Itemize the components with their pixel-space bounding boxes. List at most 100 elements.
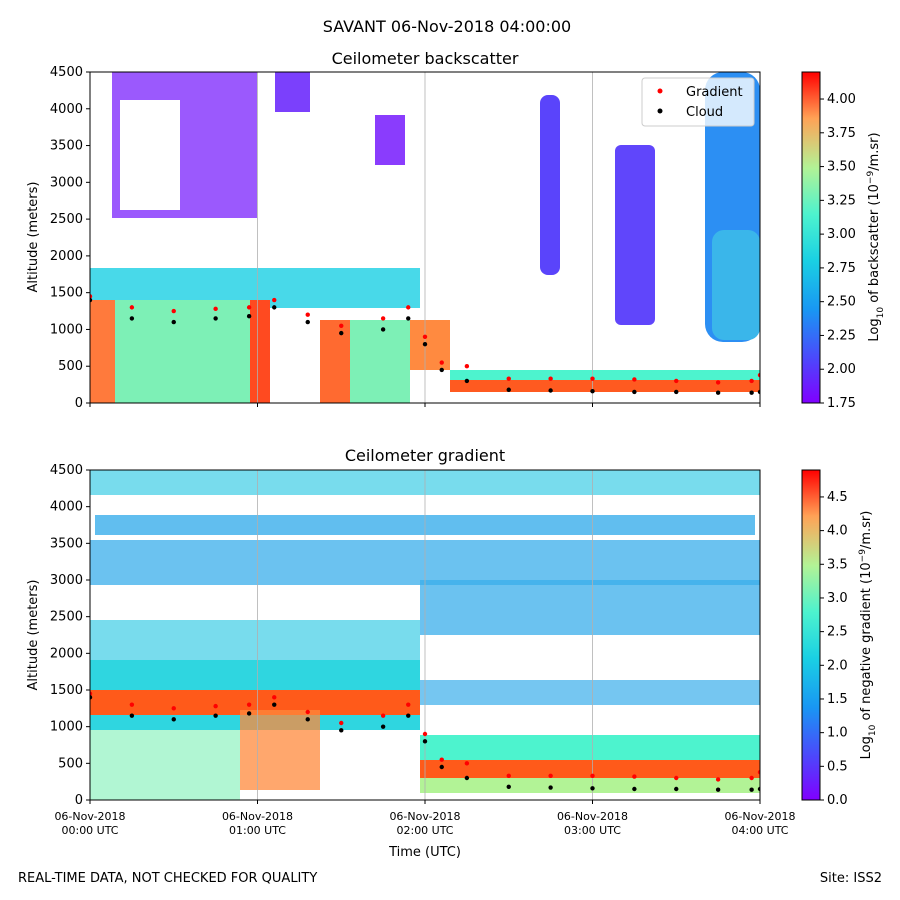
figure-suptitle: SAVANT 06-Nov-2018 04:00:00	[323, 17, 571, 36]
backscatter-colorbar-label: Log10 of backscatter (10−9/m.sr)	[866, 132, 886, 341]
cloud-point	[749, 390, 754, 395]
colorbar-tick-label: 1.5	[827, 692, 848, 707]
y-tick-label: 2000	[50, 249, 83, 264]
x-tick-label-date: 06-Nov-2018	[724, 810, 795, 823]
gradient-point	[272, 695, 277, 700]
gradient-colorbar: 0.0 0.5 1.0 1.5 2.0 2.5 3.0 3.5 4.0 4.5 Log10 of …	[801, 469, 878, 808]
y-tick-label: 0	[75, 793, 83, 808]
cloud-point	[422, 341, 428, 347]
cloud-point	[464, 775, 470, 781]
cloud-point	[129, 713, 135, 718]
y-tick-label: 2500	[50, 212, 83, 227]
cloud-point	[171, 717, 176, 722]
colorbar-tick-label: 3.50	[827, 160, 856, 175]
colorbar-tick-label: 2.0	[827, 658, 848, 673]
gradient-panel: Ceilometer gradient 0 500 1000 1500 2000 2500…	[26, 446, 878, 860]
cloud-point	[380, 327, 386, 332]
colorbar-tick-label: 2.5	[827, 625, 848, 640]
gradient-colorbar-ticks: 0.0 0.5 1.0 1.5 2.0 2.5 3.0 3.5 4.0 4.5	[820, 490, 848, 808]
y-tick-label: 500	[58, 756, 83, 771]
gradient-point	[406, 305, 411, 310]
y-tick-label: 3000	[50, 573, 83, 588]
gradient-point	[339, 323, 344, 328]
gradient-point	[548, 773, 553, 778]
x-tick-label-time: 02:00 UTC	[396, 824, 453, 837]
y-tick-label: 500	[58, 359, 83, 374]
backscatter-colorbar: 1.75 2.00 2.25 2.50 2.75 3.00 3.25 3.50 3.75 4.00…	[801, 71, 886, 411]
backscatter-y-ticks: 0 500 1000 1500 2000 2500 3000 3500 4000 4500	[50, 65, 90, 411]
y-tick-label: 4000	[50, 102, 83, 117]
colorbar-tick-label: 3.25	[827, 193, 856, 208]
backscatter-panel: Ceilometer backscatter 0 500 1000 1500 2000 2…	[26, 49, 886, 411]
backscatter-title: Ceilometer backscatter	[332, 49, 519, 68]
colorbar-tick-label: 3.0	[827, 591, 848, 606]
cloud-point	[272, 702, 277, 707]
gradient-point	[590, 773, 595, 778]
gradient-point	[422, 334, 428, 339]
gradient-point	[632, 377, 637, 382]
x-tick-label-time: 01:00 UTC	[229, 824, 286, 837]
cloud-point	[548, 785, 553, 790]
cloud-point	[506, 784, 511, 789]
y-tick-label: 4000	[50, 500, 83, 515]
gradient-point	[171, 308, 176, 314]
cloud-point	[715, 390, 721, 395]
gradient-colorbar-scale	[801, 469, 821, 801]
cloud-point	[380, 724, 386, 729]
gradient-point	[590, 376, 595, 381]
cloud-point	[422, 739, 428, 744]
gradient-point	[506, 773, 511, 778]
gradient-point	[715, 777, 721, 782]
y-tick-label: 0	[75, 396, 83, 411]
x-tick-label-date: 06-Nov-2018	[54, 810, 125, 823]
gradient-point	[632, 774, 637, 779]
gradient-point	[757, 372, 760, 378]
gradient-point	[213, 306, 218, 312]
cloud-point	[213, 713, 218, 718]
colorbar-tick-label: 4.00	[827, 92, 856, 107]
gradient-point	[674, 775, 679, 781]
cloud-point	[90, 695, 93, 700]
cloud-point	[506, 387, 511, 392]
gradient-point	[90, 691, 93, 696]
gradient-point	[422, 731, 428, 737]
x-tick-label-time: 03:00 UTC	[564, 824, 621, 837]
y-tick-label: 1000	[50, 322, 83, 337]
backscatter-markers	[90, 294, 760, 395]
x-tick-label-date: 06-Nov-2018	[557, 810, 628, 823]
legend-gradient-marker	[657, 88, 663, 94]
gradient-point	[464, 364, 470, 369]
backscatter-colorbar-scale	[801, 71, 821, 404]
cloud-point	[406, 316, 411, 321]
gradient-point	[506, 376, 511, 381]
y-tick-label: 1000	[50, 720, 83, 735]
cloud-point	[749, 787, 754, 792]
gradient-point	[129, 305, 135, 310]
gradient-point	[674, 378, 679, 384]
y-tick-label: 3500	[50, 139, 83, 154]
cloud-point	[590, 786, 595, 791]
y-tick-label: 1500	[50, 683, 83, 698]
gradient-xlabel: Time (UTC)	[388, 845, 461, 860]
cloud-point	[632, 786, 637, 792]
colorbar-tick-label: 1.75	[827, 396, 856, 411]
legend-gradient-label: Gradient	[686, 85, 743, 100]
colorbar-tick-label: 0.0	[827, 793, 848, 808]
cloud-point	[674, 389, 679, 395]
cloud-point	[246, 314, 252, 319]
cloud-point	[464, 378, 470, 384]
gradient-point	[406, 702, 411, 707]
gradient-point	[380, 713, 386, 718]
gradient-point	[90, 294, 93, 299]
cloud-point	[246, 711, 252, 716]
cloud-point	[305, 717, 310, 722]
gradient-title: Ceilometer gradient	[345, 446, 505, 465]
gradient-point	[213, 703, 218, 709]
cloud-point	[213, 316, 218, 321]
y-tick-label: 1500	[50, 286, 83, 301]
gradient-point	[380, 316, 386, 321]
y-tick-label: 4500	[50, 463, 83, 478]
x-tick-label-time: 00:00 UTC	[61, 824, 118, 837]
